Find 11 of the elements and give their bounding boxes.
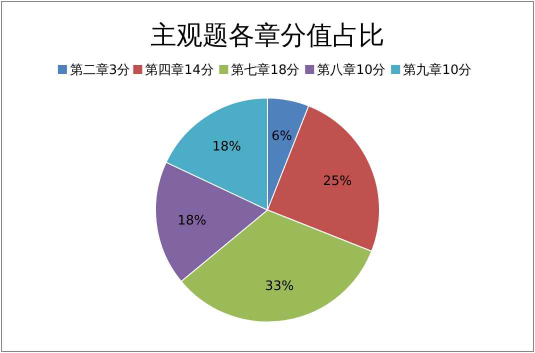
- data-label: 6%: [271, 129, 292, 144]
- data-label: 18%: [177, 214, 206, 229]
- legend-label: 第七章18分: [231, 63, 300, 78]
- data-label: 33%: [264, 279, 294, 294]
- data-label: 25%: [322, 174, 352, 189]
- data-label: 18%: [212, 140, 242, 155]
- legend-label: 第二章3分: [70, 63, 130, 78]
- legend-label: 第八章10分: [317, 63, 386, 78]
- legend-label: 第九章10分: [403, 63, 472, 78]
- chart-title: 主观题各章分值占比: [150, 21, 384, 51]
- legend-label: 第四章14分: [145, 63, 214, 78]
